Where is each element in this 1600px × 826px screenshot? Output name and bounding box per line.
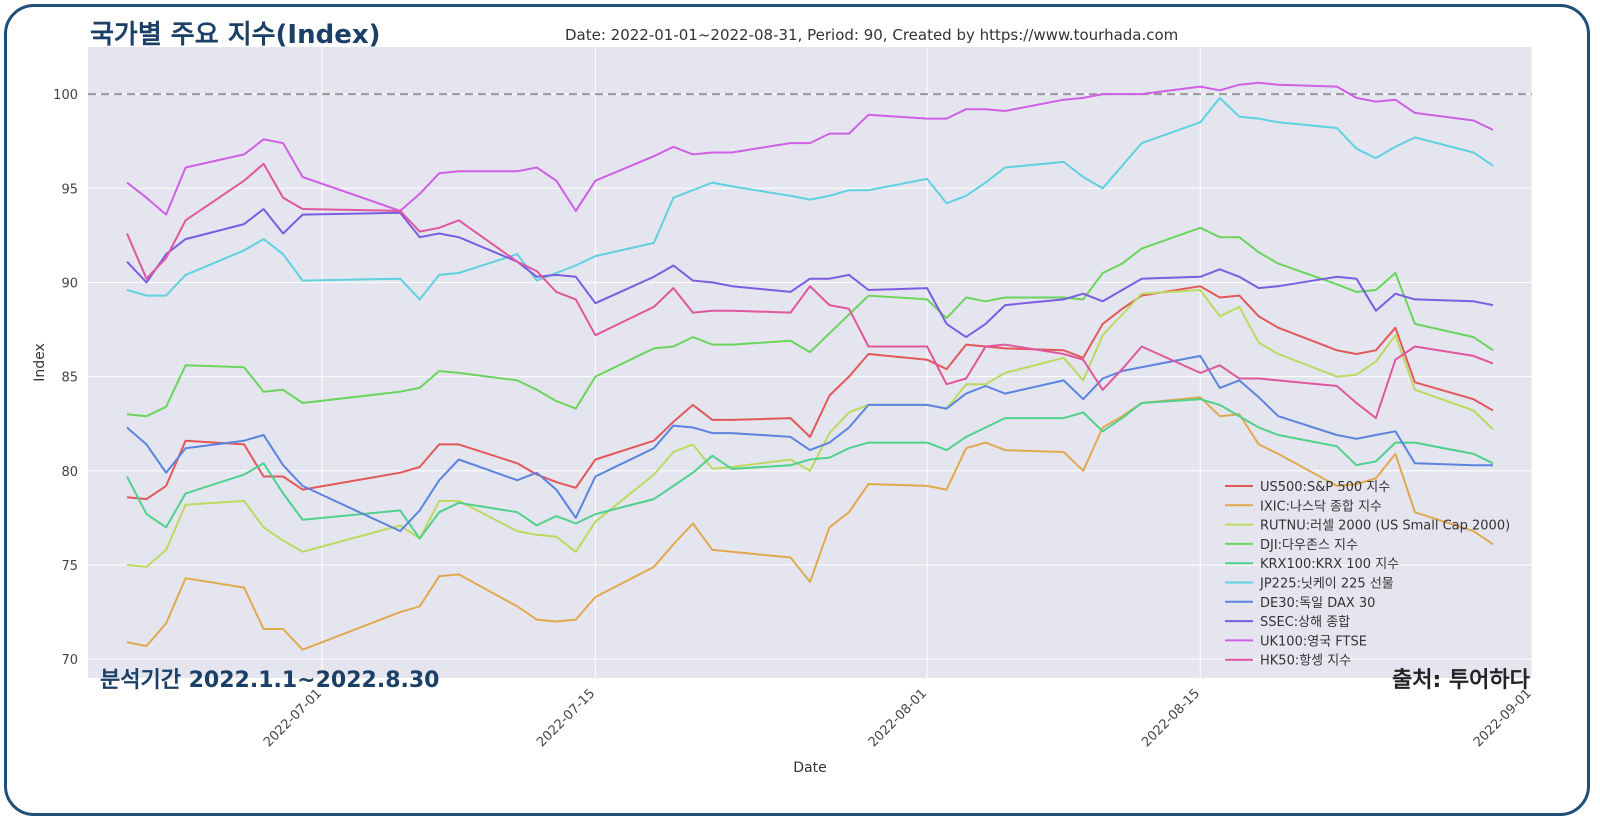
y-tick-label: 90 [61, 276, 78, 291]
legend-label: US500:S&P 500 지수 [1260, 480, 1390, 495]
x-tick-label: 2022-09-01 [1471, 686, 1535, 750]
x-tick-label: 2022-08-15 [1139, 686, 1203, 750]
series-line-0 [126, 285, 1494, 501]
chart-subtitle: Date: 2022-01-01~2022-08-31, Period: 90,… [565, 26, 1179, 44]
series-line-6 [126, 354, 1493, 533]
y-tick-label: 85 [61, 371, 78, 386]
series-layer [126, 81, 1494, 651]
x-tick-label: 2022-07-15 [534, 686, 598, 750]
legend-label: IXIC:나스닥 종합 지수 [1260, 499, 1382, 514]
page-title: 국가별 주요 지수(Index) [90, 20, 381, 50]
legend-label: JP225:닛케이 225 선물 [1259, 577, 1394, 592]
x-tick-label: 2022-08-01 [866, 686, 930, 750]
series-line-5 [126, 96, 1494, 301]
y-tick-label: 70 [61, 653, 78, 668]
legend-label: UK100:영국 FTSE [1260, 634, 1367, 649]
series-line-1 [126, 396, 1494, 651]
series-line-3 [126, 226, 1494, 418]
y-tick-label: 100 [53, 88, 78, 103]
series-line-2 [126, 289, 1494, 568]
series-line-4 [126, 398, 1494, 540]
legend: US500:S&P 500 지수 IXIC:나스닥 종합 지수 RUTNU:러셀 2… [1225, 480, 1510, 669]
legend-label: KRX100:KRX 100 지수 [1260, 557, 1399, 572]
series-line-7 [126, 208, 1494, 339]
legend-label: RUTNU:러셀 2000 (US Small Cap 2000) [1260, 519, 1510, 534]
y-tick-label: 80 [61, 465, 78, 480]
source-label: 출처: 투어하다 [1392, 668, 1530, 693]
legend-label: DJI:다우존스 지수 [1260, 538, 1358, 553]
legend-label: DE30:독일 DAX 30 [1260, 596, 1375, 611]
series-line-9 [126, 162, 1494, 420]
analysis-period-label: 분석기간 2022.1.1~2022.8.30 [100, 668, 440, 693]
x-axis-label: Date [793, 760, 826, 776]
x-tick-label: 2022-07-01 [261, 686, 325, 750]
y-tick-label: 95 [61, 182, 78, 197]
y-tick-label: 75 [61, 559, 78, 574]
plot-area [88, 47, 1532, 678]
legend-label: SSEC:상해 종합 [1260, 615, 1350, 630]
y-axis-label: Index [32, 343, 48, 382]
legend-label: HK50:항셍 지수 [1260, 654, 1351, 669]
